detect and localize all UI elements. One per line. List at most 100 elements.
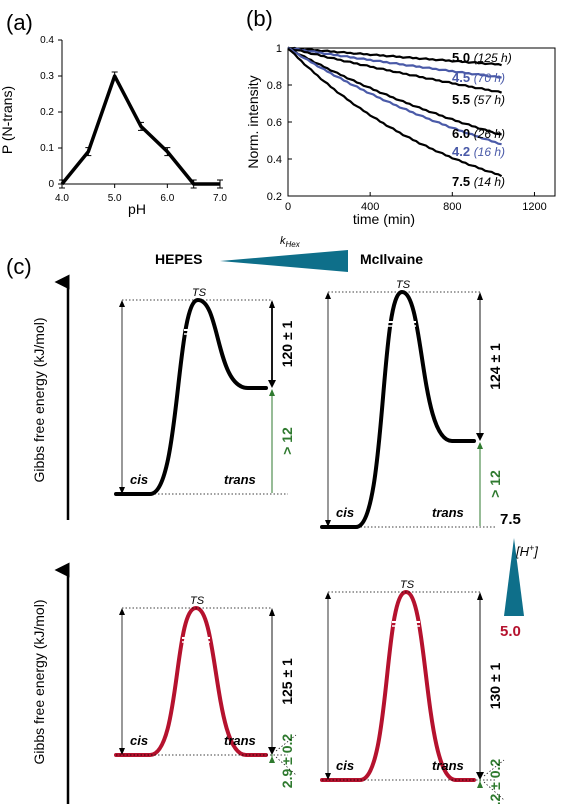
delta-g-value: > 12 [279, 427, 295, 455]
b-xtick-label: 0 [285, 201, 291, 213]
ph-high-label: 7.5 [500, 511, 521, 528]
a-ytick-label: 0.2 [40, 107, 54, 118]
h-ion-wedge [504, 538, 524, 616]
arrow-head [476, 433, 484, 441]
buffer-hepes-label: HEPES [155, 251, 202, 267]
panel-b-ticks: 0.2 0.4 0.6 0.8 1 0 400 800 1200 [267, 43, 547, 213]
panel-c-header: (c) HEPES McIlvaine kHex [6, 235, 423, 279]
arrow-head [268, 747, 276, 755]
panel-a-plot [59, 71, 223, 189]
panel-a-label: (a) [6, 10, 33, 35]
cis-label: cis [130, 472, 148, 487]
arrow-head [325, 292, 331, 299]
barrier-value: 130 ± 1 [487, 662, 503, 709]
panel-a: (a) P (N-trans) pH 0 0.1 0.2 0.3 0.4 4.0 5.0 6.… [0, 10, 227, 217]
arrow-head [477, 292, 483, 300]
b-series-line [287, 46, 502, 146]
h-ion-label: [H+] [515, 543, 538, 559]
energy-profile [320, 589, 476, 782]
a-xtick-label: 5.0 [108, 193, 122, 204]
arrow-head [119, 487, 125, 494]
energy-profile [114, 297, 268, 496]
delta-g-value: > 12 [487, 470, 503, 498]
ts-label: TS [192, 287, 207, 299]
panel-b-series-labels: 5.0 (125 h) 4.5 (70 h) 5.5 (57 h) 6.0 (26 h… [452, 50, 512, 189]
b-series-line [287, 47, 503, 94]
b-series-label: 4.2 (16 h) [452, 144, 505, 159]
b-ytick-label: 1 [276, 43, 282, 55]
trans-label: trans [432, 505, 464, 520]
a-ytick-label: 0.1 [40, 143, 54, 154]
zoom-guide [483, 759, 505, 777]
arrow-head [477, 781, 483, 788]
a-ytick-label: 0.3 [40, 71, 54, 82]
b-series-label: 7.5 (14 h) [452, 174, 505, 189]
energy-diagrams: TS cis trans 120 ± 1 > 12 TS cis trans 124 ± 1 > … [114, 279, 505, 804]
energy-axis-label-top: Gibbs free energy (kJ/mol) [31, 318, 47, 483]
zoom-guide [275, 756, 297, 776]
cis-label: cis [336, 758, 354, 773]
trans-label: trans [224, 472, 256, 487]
a-xtick-label: 4.0 [55, 193, 69, 204]
ph-low-label: 5.0 [500, 623, 521, 640]
b-series-line [287, 46, 502, 79]
arrow-head [325, 520, 331, 527]
panel-a-ticks: 0 0.1 0.2 0.3 0.4 4.0 5.0 6.0 7.0 [40, 35, 227, 204]
arrow-head [119, 300, 125, 307]
ts-label: TS [396, 279, 411, 291]
energy-axis-label-bottom: Gibbs free energy (kJ/mol) [31, 600, 47, 765]
arrow-head [477, 442, 483, 449]
panel-b-plot [287, 46, 503, 178]
cis-label: cis [336, 505, 354, 520]
barrier-value: 124 ± 1 [487, 343, 503, 390]
b-xtick-label: 1200 [522, 201, 546, 213]
panel-b-label: (b) [246, 6, 273, 31]
arrow-head [325, 592, 331, 599]
b-frame [287, 47, 556, 197]
arrow-head [269, 756, 275, 763]
arrow-head [119, 748, 125, 755]
b-ytick-label: 0.2 [267, 191, 282, 203]
arrow-head [476, 772, 484, 780]
b-series-line [287, 47, 503, 178]
b-ytick-label: 0.6 [267, 117, 282, 129]
cis-label: cis [130, 733, 148, 748]
b-ytick-label: 0.4 [267, 154, 282, 166]
b-series-label: 5.5 (57 h) [452, 92, 505, 107]
b-series-line [287, 46, 502, 67]
arrow-head [269, 300, 275, 308]
delta-g-value: 2.9 ± 0.2 [279, 734, 295, 789]
zoom-guide [275, 734, 297, 752]
b-xtick-label: 800 [443, 201, 461, 213]
buffer-mcilvaine-label: McIlvaine [360, 251, 423, 267]
ts-label: TS [190, 595, 205, 607]
ts-label: TS [400, 579, 415, 591]
arrow-head [325, 773, 331, 780]
a-xtick-label: 7.0 [213, 193, 227, 204]
energy-profile [320, 289, 476, 529]
arrow-head [119, 608, 125, 615]
b-ytick-label: 0.8 [267, 80, 282, 92]
b-series-label: 6.0 (26 h) [452, 126, 505, 141]
panel-b: (b) Norm. intensity time (min) 0.2 0.4 0.6… [245, 6, 556, 227]
zoom-guide [483, 781, 505, 801]
panel-a-ylabel: P (N-trans) [0, 86, 15, 154]
a-xtick-label: 6.0 [160, 193, 174, 204]
a-ytick-label: 0 [48, 179, 54, 190]
panel-c-label: (c) [6, 254, 32, 279]
b-series-line [287, 46, 502, 136]
arrow-head [268, 380, 276, 388]
barrier-value: 125 ± 1 [279, 658, 295, 705]
khex-label: kHex [280, 235, 301, 249]
delta-g-value: 2.2 ± 0.2 [487, 759, 503, 804]
panel-b-ylabel: Norm. intensity [245, 75, 261, 168]
a-ytick-label: 0.4 [40, 35, 54, 46]
arrow-head [477, 592, 483, 600]
b-series-label: 5.0 (125 h) [452, 50, 512, 65]
arrow-head [269, 389, 275, 396]
trans-label: trans [224, 733, 256, 748]
panel-a-axes [61, 40, 220, 185]
trans-label: trans [432, 758, 464, 773]
panel-b-axes [287, 47, 556, 197]
